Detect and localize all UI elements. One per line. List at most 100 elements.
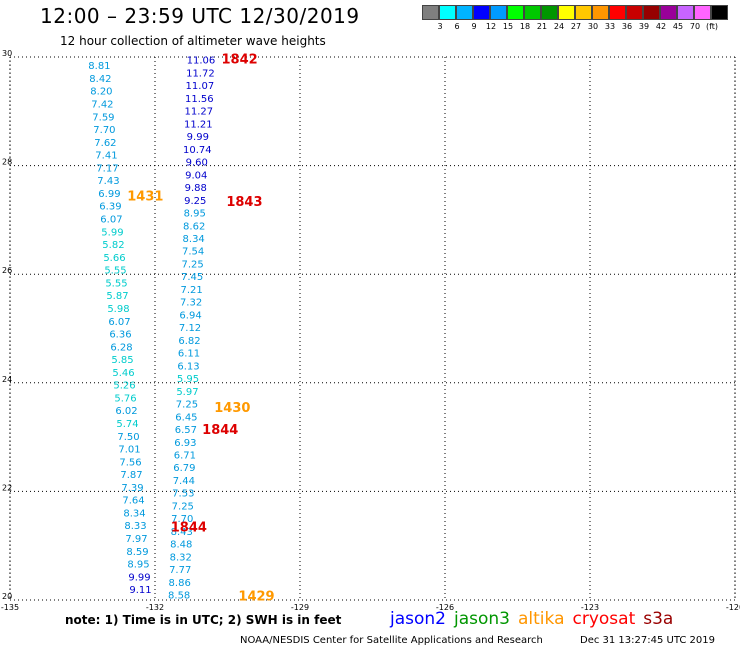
wave-height-value: 9.04 <box>185 170 207 181</box>
wave-height-value: 6.11 <box>178 349 200 360</box>
wave-height-value: 5.98 <box>107 304 129 315</box>
wave-height-value: 6.71 <box>174 450 196 461</box>
wave-height-value: 7.25 <box>176 400 198 411</box>
credit-timestamp: Dec 31 13:27:45 UTC 2019 <box>580 635 715 646</box>
wave-height-value: 5.76 <box>114 393 136 404</box>
wave-height-value: 7.43 <box>97 176 119 187</box>
wave-height-value: 8.81 <box>88 61 110 72</box>
lat-tick-label: 20 <box>2 592 12 601</box>
wave-height-value: 7.97 <box>125 534 147 545</box>
wave-height-value: 6.99 <box>98 189 120 200</box>
wave-height-value: 7.42 <box>91 99 113 110</box>
wave-height-value: 8.59 <box>126 547 148 558</box>
colorbar-label: 30 <box>587 22 599 31</box>
legend-s3a: s3a <box>643 609 674 629</box>
wave-height-value: 9.60 <box>186 158 208 169</box>
wave-height-value: 5.66 <box>103 253 125 264</box>
colorbar-swatch <box>507 5 524 20</box>
wave-height-value: 7.12 <box>179 323 201 334</box>
wave-height-value: 7.44 <box>173 476 195 487</box>
colorbar-swatch <box>711 5 728 20</box>
pass-time-label: 1842 <box>221 53 257 68</box>
wave-height-value: 7.64 <box>122 496 144 507</box>
wave-height-value: 7.25 <box>181 259 203 270</box>
wave-height-value: 8.33 <box>124 521 146 532</box>
pass-time-label: 1844 <box>202 423 238 438</box>
lat-tick-label: 28 <box>2 158 12 167</box>
wave-height-value: 8.95 <box>184 209 206 220</box>
legend-jason3: jason3 <box>454 609 510 629</box>
map-title: 12:00 – 23:59 UTC 12/30/2019 <box>40 4 360 28</box>
wave-height-value: 6.93 <box>174 438 196 449</box>
wave-height-value: 5.87 <box>106 291 128 302</box>
colorbar-label: 3 <box>437 22 443 31</box>
wave-height-value: 8.43 <box>171 527 193 538</box>
wave-height-value: 6.13 <box>177 361 199 372</box>
colorbar-label: 39 <box>638 22 650 31</box>
colorbar-label: 45 <box>672 22 684 31</box>
wave-height-value: 6.57 <box>175 425 197 436</box>
wave-height-value: 6.07 <box>100 215 122 226</box>
colorbar-swatch <box>677 5 694 20</box>
wave-height-value: 7.21 <box>180 285 202 296</box>
wave-height-value: 7.59 <box>92 112 114 123</box>
wave-height-value: 8.42 <box>89 74 111 85</box>
colorbar-swatch <box>643 5 660 20</box>
pass-time-label: 1844 <box>171 521 207 536</box>
wave-height-value: 5.99 <box>101 227 123 238</box>
wave-height-value: 8.34 <box>123 508 145 519</box>
wave-height-value: 8.86 <box>169 578 191 589</box>
wave-height-value: 11.27 <box>185 107 214 118</box>
colorbar-label: 15 <box>502 22 514 31</box>
lon-tick-label: -126 <box>436 603 454 612</box>
wave-height-value: 6.82 <box>178 336 200 347</box>
legend-altika: altika <box>518 609 565 629</box>
map-subtitle: 12 hour collection of altimeter wave hei… <box>60 34 326 48</box>
wave-height-value: 7.25 <box>172 501 194 512</box>
colorbar-swatch <box>575 5 592 20</box>
colorbar-swatch <box>626 5 643 20</box>
wave-height-value: 9.88 <box>185 183 207 194</box>
map-frame <box>9 56 736 601</box>
wave-height-value: 8.20 <box>90 87 112 98</box>
colorbar-label: 18 <box>519 22 531 31</box>
wave-height-value: 6.36 <box>109 330 131 341</box>
colorbar-label: 12 <box>485 22 497 31</box>
wave-height-value: 7.39 <box>121 483 143 494</box>
wave-height-value: 5.82 <box>102 240 124 251</box>
wave-height-value: 9.11 <box>129 585 151 596</box>
colorbar-swatch <box>439 5 456 20</box>
wave-height-value: 8.62 <box>183 221 205 232</box>
colorbar-swatch <box>609 5 626 20</box>
wave-height-value: 8.58 <box>168 591 190 602</box>
wave-height-value: 6.39 <box>99 202 121 213</box>
wave-height-value: 7.87 <box>120 470 142 481</box>
colorbar-swatch <box>541 5 558 20</box>
wave-height-value: 7.50 <box>117 432 139 443</box>
pass-time-label: 1843 <box>226 195 262 210</box>
colorbar-label: 6 <box>454 22 460 31</box>
wave-height-value: 7.45 <box>181 272 203 283</box>
wave-height-value: 10.74 <box>183 145 212 156</box>
pass-time-label: 1431 <box>127 189 163 204</box>
lat-tick-label: 26 <box>2 266 12 275</box>
colorbar-label: 24 <box>553 22 565 31</box>
colorbar-label: 27 <box>570 22 582 31</box>
wave-height-value: 5.85 <box>111 355 133 366</box>
wave-height-value: 7.77 <box>169 565 191 576</box>
wave-height-value: 6.45 <box>175 412 197 423</box>
legend-jason2: jason2 <box>390 609 446 629</box>
wave-height-value: 5.55 <box>105 278 127 289</box>
colorbar-label: 21 <box>536 22 548 31</box>
wave-height-value: 5.46 <box>112 368 134 379</box>
wave-height-value: 11.07 <box>186 81 215 92</box>
pass-time-label: 1429 <box>238 590 274 605</box>
lon-tick-label: -135 <box>1 603 19 612</box>
lon-tick-label: -132 <box>146 603 164 612</box>
lon-tick-label: -123 <box>581 603 599 612</box>
wave-height-value: 6.07 <box>108 317 130 328</box>
wave-height-value: 5.55 <box>104 266 126 277</box>
wave-height-value: 7.32 <box>180 298 202 309</box>
wave-height-value: 8.48 <box>170 540 192 551</box>
